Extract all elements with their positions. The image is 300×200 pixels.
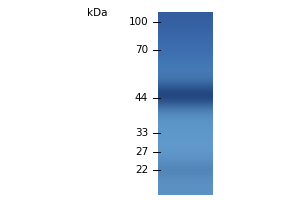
Text: 44: 44 [135,93,148,103]
Text: 100: 100 [128,17,148,27]
Text: kDa: kDa [88,8,108,18]
Text: 22: 22 [135,165,148,175]
Text: 27: 27 [135,147,148,157]
Text: 33: 33 [135,128,148,138]
Text: 70: 70 [135,45,148,55]
